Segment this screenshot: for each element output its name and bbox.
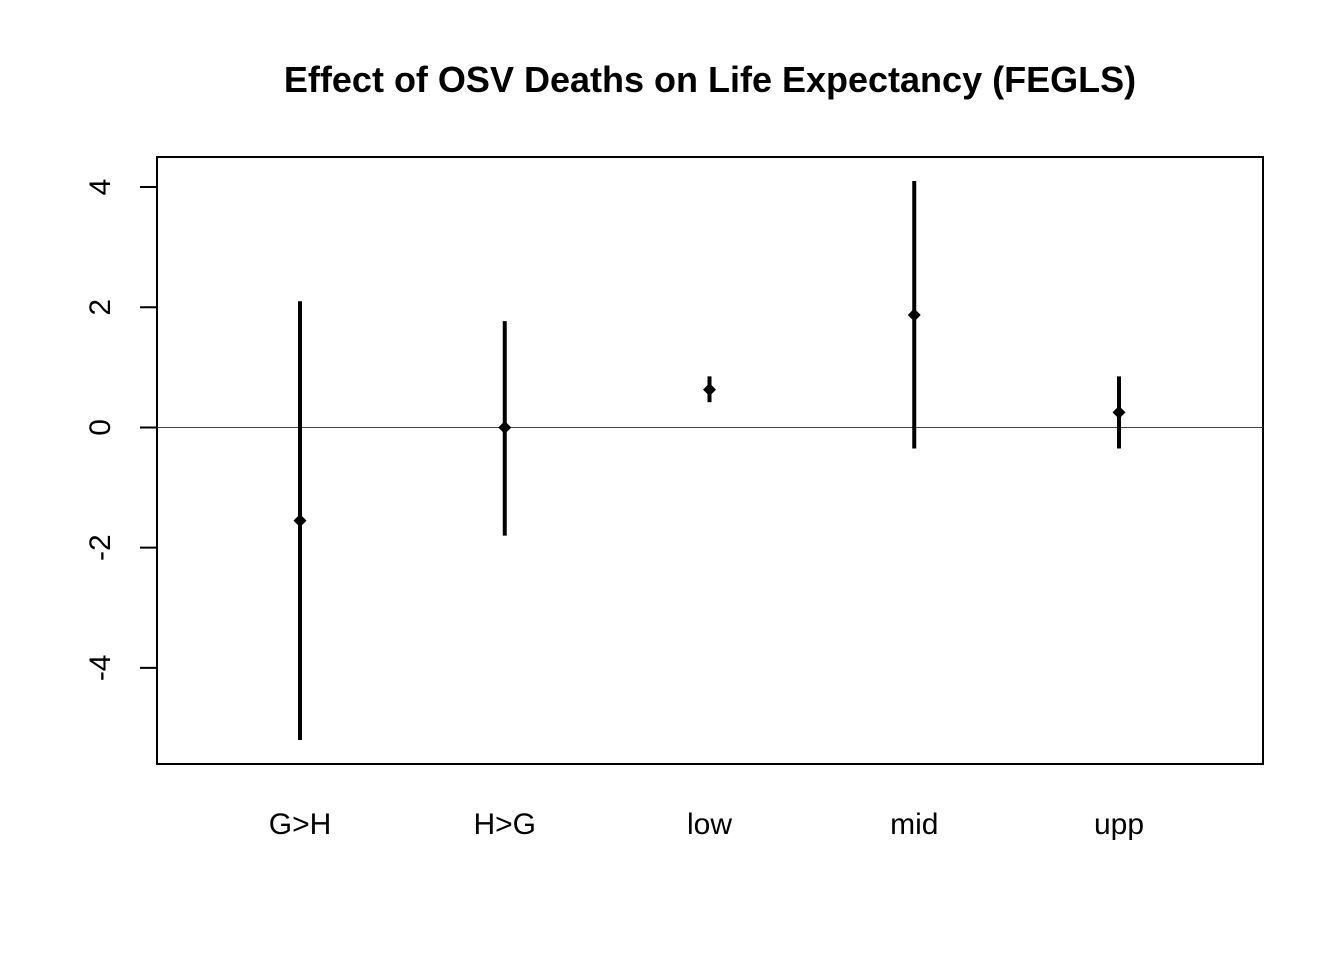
- x-category-label-3: mid: [890, 808, 938, 841]
- y-tick-label-4: 4: [84, 179, 117, 196]
- point-estimate-4: [1112, 405, 1126, 419]
- y-tick-label-3: 2: [84, 299, 117, 316]
- x-category-label-0: G>H: [269, 808, 332, 841]
- y-tick-label-2: 0: [84, 419, 117, 436]
- x-category-label-2: low: [687, 808, 732, 841]
- point-estimate-1: [498, 420, 512, 434]
- plot-frame: [156, 156, 1264, 765]
- x-axis: G>H H>G low mid upp: [269, 808, 1144, 841]
- error-bar-series: [293, 181, 1126, 740]
- point-estimate-2: [703, 383, 716, 397]
- y-tick-label-0: -4: [84, 654, 117, 681]
- point-estimate-0: [293, 514, 307, 528]
- y-axis: -4 -2 0 2 4: [84, 179, 157, 681]
- point-estimate-3: [907, 308, 921, 322]
- chart-title: Effect of OSV Deaths on Life Expectancy …: [284, 59, 1136, 100]
- y-tick-label-1: -2: [84, 534, 117, 561]
- x-category-label-4: upp: [1094, 808, 1144, 841]
- x-category-label-1: H>G: [473, 808, 536, 841]
